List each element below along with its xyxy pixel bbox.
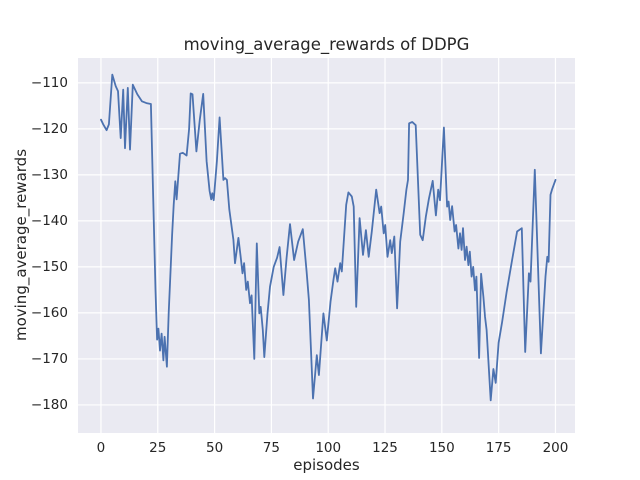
y-tick-label: −130: [30, 166, 68, 183]
x-tick-label: 125: [372, 440, 398, 456]
y-tick-label: −180: [30, 396, 68, 413]
y-tick-label: −150: [30, 258, 68, 275]
chart-title: moving_average_rewards of DDPG: [183, 35, 470, 54]
axes-background: [78, 58, 575, 433]
x-tick-label: 150: [428, 440, 455, 456]
x-tick-label: 175: [485, 440, 512, 456]
x-tick-label: 100: [315, 440, 342, 456]
x-tick-label: 50: [205, 440, 224, 456]
y-tick-label: −120: [30, 120, 68, 137]
grid-lines: [78, 58, 575, 433]
series-line: [100, 73, 557, 402]
x-tick-label: 25: [149, 440, 167, 456]
y-tick-label: −140: [30, 212, 68, 229]
y-tick-label: −160: [30, 304, 68, 321]
x-axis-label: episodes: [293, 456, 360, 474]
x-tick-label: 75: [262, 440, 280, 456]
x-tick-label: 0: [96, 440, 106, 456]
y-axis-label: moving_average_rewards: [12, 148, 30, 342]
y-tick-label: −170: [30, 350, 68, 367]
x-tick-label: 200: [542, 440, 569, 456]
y-tick-label: −110: [30, 74, 68, 91]
